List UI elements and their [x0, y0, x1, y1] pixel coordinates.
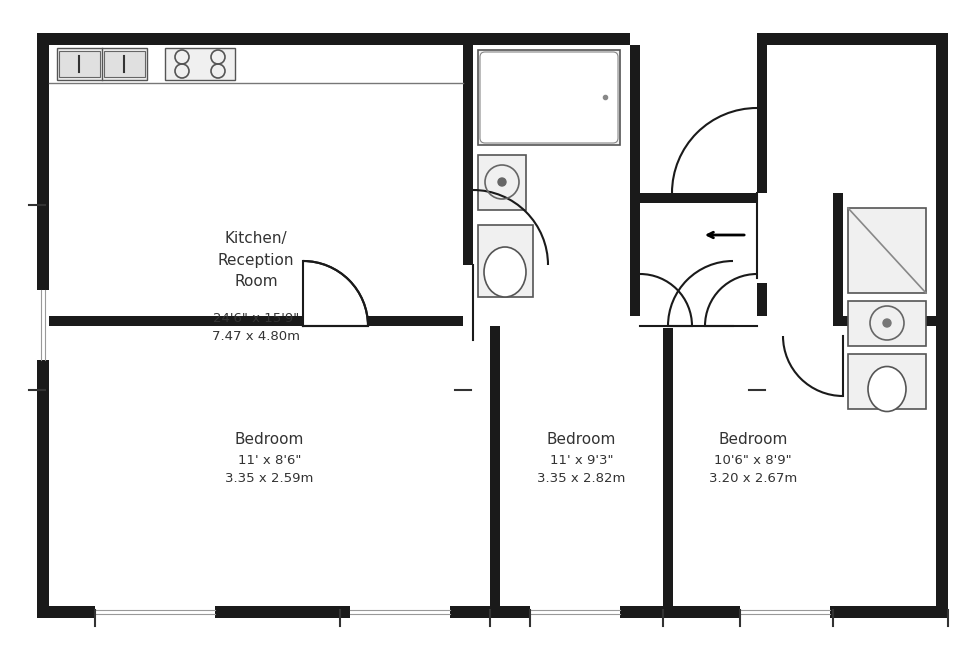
Bar: [740, 606, 830, 618]
Bar: [757, 193, 769, 278]
Bar: [95, 606, 215, 618]
Bar: [37, 606, 948, 618]
Bar: [630, 193, 757, 203]
Bar: [663, 326, 673, 606]
Bar: [37, 33, 630, 45]
Bar: [350, 606, 450, 618]
Bar: [368, 316, 463, 326]
Text: 10'6" x 8'9"
3.20 x 2.67m: 10'6" x 8'9" 3.20 x 2.67m: [709, 454, 797, 485]
Bar: [37, 33, 49, 618]
Ellipse shape: [868, 367, 906, 411]
Bar: [757, 283, 767, 316]
Bar: [757, 33, 948, 45]
Bar: [733, 316, 757, 326]
Circle shape: [883, 319, 891, 327]
Bar: [848, 354, 926, 409]
Ellipse shape: [484, 247, 526, 297]
Bar: [478, 155, 526, 210]
Bar: [490, 326, 500, 606]
Bar: [640, 316, 692, 328]
Bar: [705, 316, 757, 328]
Bar: [49, 316, 303, 326]
Bar: [640, 316, 668, 326]
Bar: [463, 265, 475, 340]
Bar: [37, 290, 49, 360]
Bar: [104, 51, 145, 77]
Bar: [530, 606, 620, 618]
Text: Bedroom: Bedroom: [235, 432, 304, 446]
Bar: [833, 193, 843, 316]
Bar: [303, 316, 368, 328]
Bar: [463, 45, 473, 316]
Bar: [165, 48, 235, 80]
Bar: [478, 225, 533, 297]
Bar: [478, 50, 620, 145]
Bar: [630, 45, 640, 316]
Bar: [936, 33, 948, 618]
Text: Kitchen/
Reception
Room: Kitchen/ Reception Room: [218, 231, 294, 288]
Text: 11' x 9'3"
3.35 x 2.82m: 11' x 9'3" 3.35 x 2.82m: [537, 454, 625, 485]
Circle shape: [498, 178, 506, 186]
Bar: [668, 316, 733, 328]
Text: Bedroom: Bedroom: [718, 432, 788, 446]
FancyBboxPatch shape: [480, 52, 618, 143]
Bar: [757, 45, 767, 193]
Bar: [833, 336, 845, 396]
Text: 24'6" x 15'9"
7.47 x 4.80m: 24'6" x 15'9" 7.47 x 4.80m: [212, 312, 300, 343]
Text: 11' x 8'6"
3.35 x 2.59m: 11' x 8'6" 3.35 x 2.59m: [225, 454, 314, 485]
Bar: [59, 51, 100, 77]
Text: Bedroom: Bedroom: [547, 432, 616, 446]
Bar: [57, 48, 147, 80]
Bar: [848, 208, 926, 293]
Bar: [848, 301, 926, 346]
Bar: [833, 316, 936, 326]
